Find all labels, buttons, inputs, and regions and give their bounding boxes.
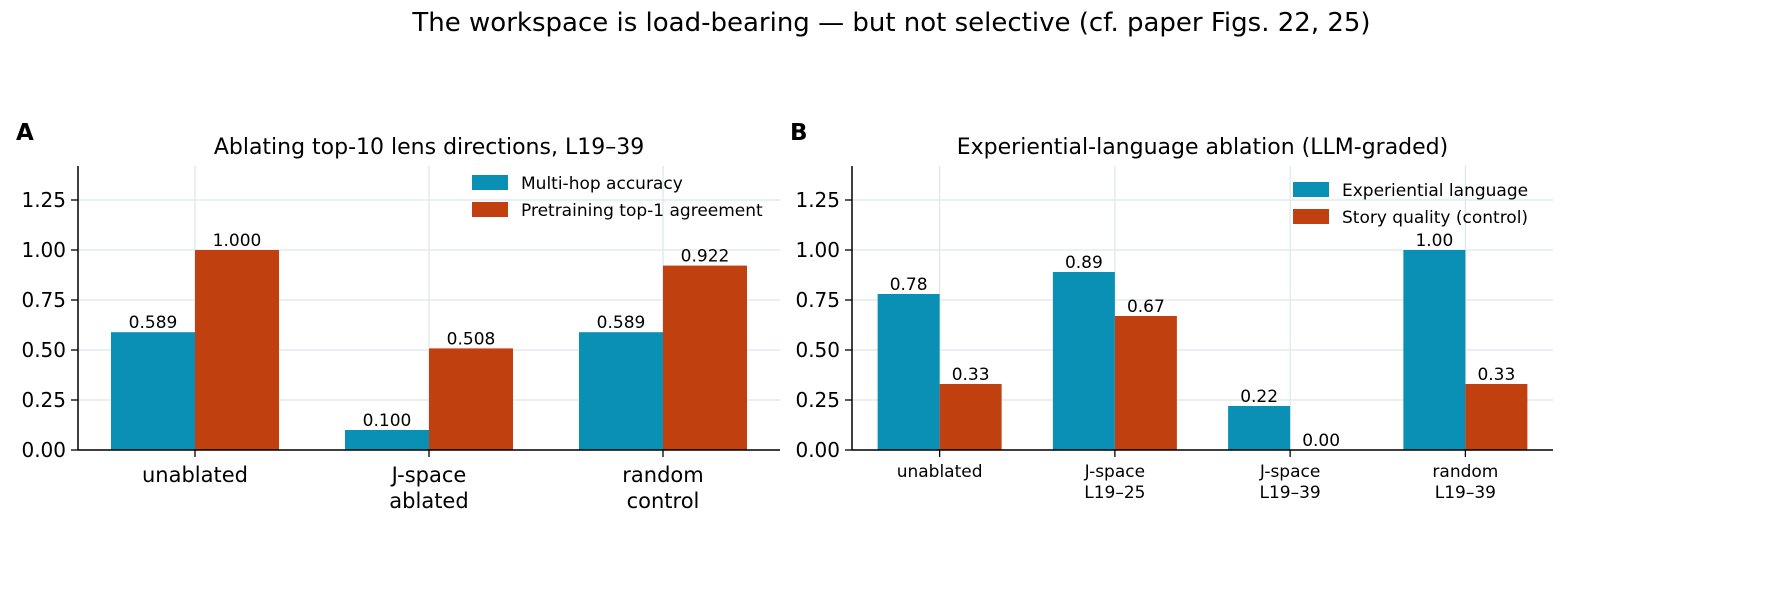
- bar-series2: [939, 384, 1002, 450]
- bar-series2: [1114, 316, 1177, 450]
- y-tick-label: 0.00: [21, 438, 66, 462]
- chart-panel-b: 0.78 0.89 0.22 1.00 0.33 0.67 0.00 0.33 0.00 0.25…: [790, 120, 1553, 503]
- x-tick-label-line: J-space: [1259, 462, 1320, 482]
- legend-label: Story quality (control): [1342, 208, 1528, 228]
- panel-title: Experiential-language ablation (LLM-grad…: [957, 135, 1448, 160]
- bar-value-label: 1.000: [213, 231, 262, 251]
- legend-swatch: [472, 175, 508, 190]
- bar-series2: [195, 250, 279, 450]
- x-tick-label: random control: [622, 463, 703, 513]
- y-tick-label: 1.00: [795, 238, 840, 262]
- y-tick-label: 1.00: [21, 238, 66, 262]
- bar-series2: [663, 265, 747, 450]
- x-tick-label-line: control: [627, 489, 700, 513]
- panel-letter: B: [790, 120, 808, 146]
- bar-value-label: 0.33: [1477, 365, 1515, 385]
- x-tick-label-line: ablated: [389, 489, 468, 513]
- x-tick-label-line: J-space: [1084, 462, 1145, 482]
- legend-label: Experiential language: [1342, 181, 1528, 201]
- x-tick-label: J-space L19–39: [1259, 462, 1321, 503]
- x-tick-label-line: unablated: [897, 462, 983, 482]
- bar-value-label: 0.78: [890, 275, 928, 295]
- bar-value-label: 0.589: [129, 313, 178, 333]
- x-tick-label-line: random: [622, 463, 703, 487]
- bar-value-label: 0.00: [1302, 431, 1340, 451]
- bar-value-label: 1.00: [1415, 231, 1453, 251]
- bar-value-label: 0.22: [1240, 387, 1278, 407]
- bar-series1: [1052, 272, 1115, 450]
- legend-label: Multi-hop accuracy: [521, 174, 683, 194]
- bar-series1: [579, 332, 663, 450]
- legend-label: Pretraining top-1 agreement: [521, 201, 763, 221]
- bar-series1: [345, 430, 429, 450]
- bar-series1: [1228, 406, 1291, 450]
- bar-series2: [1465, 384, 1528, 450]
- legend-swatch: [472, 202, 508, 217]
- y-tick-label: 1.25: [795, 188, 840, 212]
- x-tick-label-line: random: [1432, 462, 1498, 482]
- y-tick-label: 0.50: [795, 338, 840, 362]
- bar-series1: [877, 294, 940, 450]
- y-tick-label: 0.25: [795, 388, 840, 412]
- x-tick-label: J-space L19–25: [1084, 462, 1146, 503]
- bar-series1: [111, 332, 195, 450]
- y-tick-label: 0.75: [21, 288, 66, 312]
- bar-series2: [429, 348, 513, 450]
- x-tick-label: unablated: [142, 463, 248, 487]
- chart-panel-a: 0.589 0.100 0.589 1.000 0.508 0.922 0.00 0.25 0.…: [16, 120, 780, 513]
- x-tick-label-line: J-space: [390, 463, 467, 487]
- y-tick-label: 0.75: [795, 288, 840, 312]
- x-tick-label-line: L19–39: [1435, 483, 1496, 503]
- bar-value-label: 0.922: [681, 247, 730, 267]
- panel-title: Ablating top-10 lens directions, L19–39: [214, 135, 644, 160]
- bar-value-label: 0.67: [1127, 297, 1165, 317]
- x-tick-label: J-space ablated: [389, 463, 468, 513]
- y-tick-label: 1.25: [21, 188, 66, 212]
- y-tick-label: 0.00: [795, 438, 840, 462]
- legend-swatch: [1293, 209, 1329, 224]
- y-tick-label: 0.25: [21, 388, 66, 412]
- x-tick-label: random L19–39: [1432, 462, 1498, 503]
- x-tick-label: unablated: [897, 462, 983, 482]
- bar-value-label: 0.589: [597, 313, 646, 333]
- x-tick-label-line: L19–39: [1260, 483, 1321, 503]
- bar-series1: [1403, 250, 1466, 450]
- bar-value-label: 0.33: [952, 365, 990, 385]
- legend-swatch: [1293, 182, 1329, 197]
- y-tick-label: 0.50: [21, 338, 66, 362]
- bar-value-label: 0.100: [363, 411, 412, 431]
- x-tick-label-line: L19–25: [1084, 483, 1145, 503]
- figure-title: The workspace is load-bearing — but not …: [412, 8, 1371, 38]
- bar-value-label: 0.508: [447, 329, 496, 349]
- bar-value-label: 0.89: [1065, 253, 1103, 273]
- panel-letter: A: [16, 120, 34, 146]
- x-tick-label-line: unablated: [142, 463, 248, 487]
